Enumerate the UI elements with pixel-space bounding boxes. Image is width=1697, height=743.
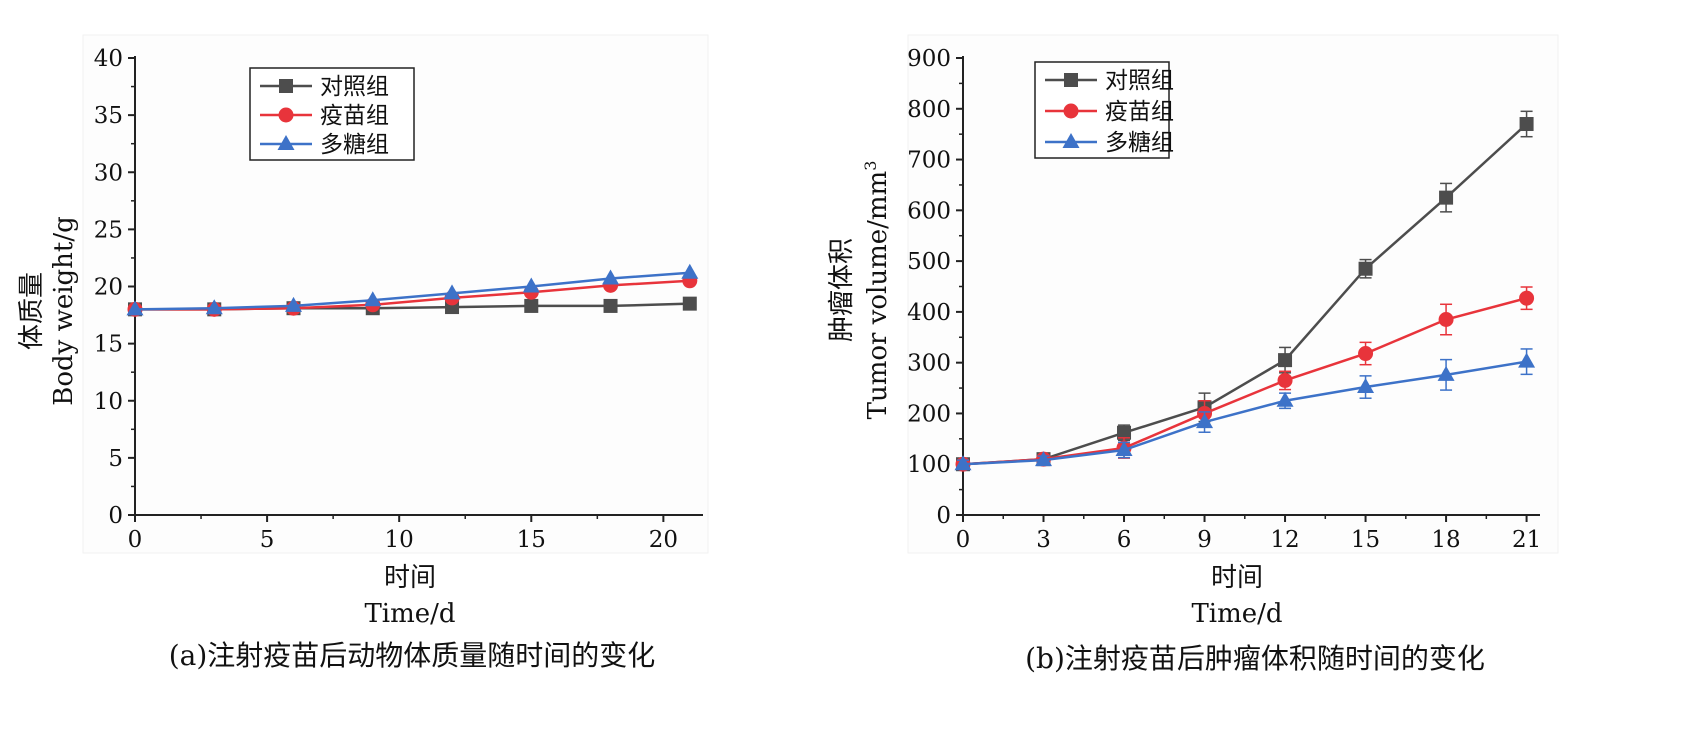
legend-label: 疫苗组 (1105, 99, 1174, 125)
y-axis-title-en-text: Tumor volume/mm (863, 171, 893, 420)
figure-caption: (b)注射疫苗后肿瘤体积随时间的变化 (1025, 642, 1485, 675)
series-line-0 (962, 123, 1528, 466)
x-tick-label: 0 (128, 527, 143, 553)
y-tick-label: 10 (94, 389, 123, 415)
series-line-2 (962, 360, 1527, 466)
y-tick-label: 100 (907, 452, 951, 478)
x-tick-label: 0 (956, 527, 971, 553)
y-tick-label: 600 (907, 198, 951, 224)
data-point-triangle (1196, 413, 1214, 429)
y-tick-label: 35 (94, 103, 123, 129)
x-tick-label: 9 (1197, 527, 1212, 553)
legend-label: 多糖组 (320, 132, 389, 158)
y-tick-label: 300 (907, 351, 951, 377)
legend-marker-triangle (1062, 133, 1080, 148)
x-tick-label: 3 (1036, 527, 1051, 553)
y-tick-label: 900 (907, 46, 951, 72)
x-tick-label: 5 (260, 527, 275, 553)
data-point-square (1439, 190, 1454, 205)
plot-background (907, 34, 1559, 554)
y-tick-label: 0 (936, 503, 951, 529)
data-point-triangle (681, 263, 699, 279)
legend-marker-square (1064, 73, 1078, 87)
legend-label: 疫苗组 (320, 103, 389, 129)
y-axis-title-en-text: Body weight/g (49, 216, 79, 406)
data-point-square (1117, 425, 1132, 440)
data-point-triangle (954, 455, 972, 471)
x-tick-label: 10 (385, 527, 414, 553)
y-axis-title-cn: 肿瘤体积 (827, 238, 857, 342)
series-line-2 (134, 271, 690, 311)
x-tick-label: 12 (1270, 527, 1299, 553)
data-point-triangle (1437, 365, 1455, 381)
legend-label: 对照组 (1105, 68, 1174, 94)
panel-b-tumor-volume: 0 100 200 300 400 500 600 700 800 900 0 3 6 9 12 15 18 21… (827, 34, 1559, 675)
x-tick-label: 6 (1117, 527, 1132, 553)
y-tick-label: 40 (94, 46, 123, 72)
y-axis-title-en: Tumor volume/mm3 (861, 161, 893, 420)
y-tick-label: 30 (94, 160, 123, 186)
data-point-square (1519, 117, 1534, 132)
y-tick-label: 200 (907, 401, 951, 427)
y-tick-label: 800 (907, 97, 951, 123)
legend-label: 多糖组 (1105, 130, 1174, 156)
data-point-square (603, 298, 618, 313)
x-tick-label: 18 (1431, 527, 1460, 553)
data-point-square (1358, 261, 1373, 276)
x-axis-title-en: Time/d (364, 599, 455, 629)
y-tick-label: 20 (94, 275, 123, 301)
data-point-circle (1358, 346, 1374, 362)
data-point-triangle (1518, 352, 1536, 368)
data-point-triangle (443, 284, 461, 300)
y-axis-title-cn: 体质量 (17, 272, 47, 350)
series-line-1 (135, 279, 690, 311)
data-point-triangle (1035, 451, 1053, 467)
data-point-square (524, 298, 539, 313)
data-point-triangle (1276, 391, 1294, 407)
x-tick-label: 20 (649, 527, 678, 553)
data-point-square (682, 296, 697, 311)
y-tick-label: 5 (108, 446, 123, 472)
x-tick-label: 15 (1351, 527, 1380, 553)
data-point-triangle (126, 300, 144, 316)
data-point-circle (1519, 290, 1535, 306)
x-axis-title-cn: 时间 (1211, 563, 1263, 593)
y-tick-label: 0 (108, 503, 123, 529)
data-point-triangle (364, 291, 382, 307)
x-tick-label: 21 (1512, 527, 1541, 553)
data-point-square (1278, 353, 1293, 368)
y-tick-label: 400 (907, 300, 951, 326)
y-tick-label: 25 (94, 217, 123, 243)
y-axis-title-superscript: 3 (861, 161, 880, 171)
legend-label: 对照组 (320, 74, 389, 100)
x-axis-title-cn: 时间 (384, 563, 436, 593)
legend-marker-square (279, 79, 293, 93)
y-axis-title-en: Body weight/g (49, 216, 79, 406)
data-point-triangle (522, 277, 540, 293)
data-point-triangle (1115, 441, 1133, 457)
data-point-circle (1277, 372, 1293, 388)
data-point-triangle (602, 269, 620, 285)
x-tick-label: 15 (517, 527, 546, 553)
y-tick-label: 15 (94, 332, 123, 358)
legend-marker-circle (1063, 103, 1079, 119)
y-tick-label: 500 (907, 249, 951, 275)
figure-caption: (a)注射疫苗后动物体质量随时间的变化 (169, 639, 656, 672)
y-tick-label: 700 (907, 148, 951, 174)
legend-marker-circle (278, 107, 294, 123)
data-point-triangle (205, 299, 223, 315)
data-point-triangle (1357, 378, 1375, 394)
data-point-triangle (285, 296, 303, 312)
x-axis-title-en: Time/d (1191, 599, 1282, 629)
legend-marker-triangle (277, 135, 295, 150)
data-point-circle (1438, 312, 1454, 328)
